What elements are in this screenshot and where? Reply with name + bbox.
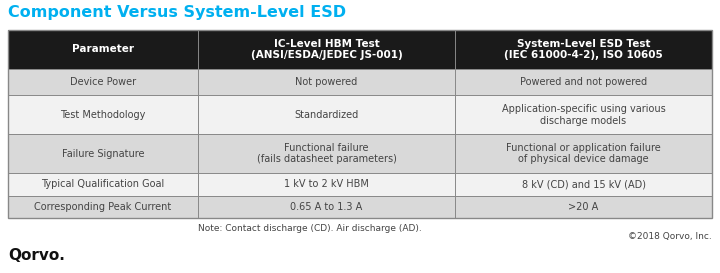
Text: Device Power: Device Power	[70, 77, 136, 87]
Text: Component Versus System-Level ESD: Component Versus System-Level ESD	[8, 5, 346, 20]
Text: Application-specific using various
discharge models: Application-specific using various disch…	[502, 104, 665, 126]
Text: Corresponding Peak Current: Corresponding Peak Current	[35, 202, 171, 212]
Text: Note: Contact discharge (CD). Air discharge (AD).: Note: Contact discharge (CD). Air discha…	[198, 224, 422, 233]
Text: System-Level ESD Test
(IEC 61000-4-2), ISO 10605: System-Level ESD Test (IEC 61000-4-2), I…	[504, 38, 663, 60]
Text: Qorvo.: Qorvo.	[8, 248, 65, 263]
Text: Powered and not powered: Powered and not powered	[520, 77, 647, 87]
Text: ©2018 Qorvo, Inc.: ©2018 Qorvo, Inc.	[629, 232, 712, 241]
Bar	[8, 95, 712, 134]
Text: 8 kV (CD) and 15 kV (AD): 8 kV (CD) and 15 kV (AD)	[521, 179, 646, 189]
Bar	[8, 195, 712, 218]
Bar	[8, 173, 712, 195]
Text: Test Methodology: Test Methodology	[60, 110, 145, 120]
Bar	[8, 134, 712, 173]
Text: Functional failure
(fails datasheet parameters): Functional failure (fails datasheet para…	[256, 143, 397, 164]
Bar	[8, 69, 712, 95]
Text: 1 kV to 2 kV HBM: 1 kV to 2 kV HBM	[284, 179, 369, 189]
Text: IC-Level HBM Test
(ANSI/ESDA/JEDEC JS-001): IC-Level HBM Test (ANSI/ESDA/JEDEC JS-00…	[251, 38, 402, 60]
Text: Failure Signature: Failure Signature	[62, 149, 144, 159]
Text: Standardized: Standardized	[294, 110, 359, 120]
Text: >20 A: >20 A	[568, 202, 598, 212]
Bar	[8, 30, 712, 218]
Text: Typical Qualification Goal: Typical Qualification Goal	[42, 179, 165, 189]
Text: 0.65 A to 1.3 A: 0.65 A to 1.3 A	[290, 202, 363, 212]
Text: Functional or application failure
of physical device damage: Functional or application failure of phy…	[506, 143, 661, 164]
Text: Parameter: Parameter	[72, 44, 134, 54]
Text: Not powered: Not powered	[295, 77, 358, 87]
Bar	[8, 30, 712, 69]
